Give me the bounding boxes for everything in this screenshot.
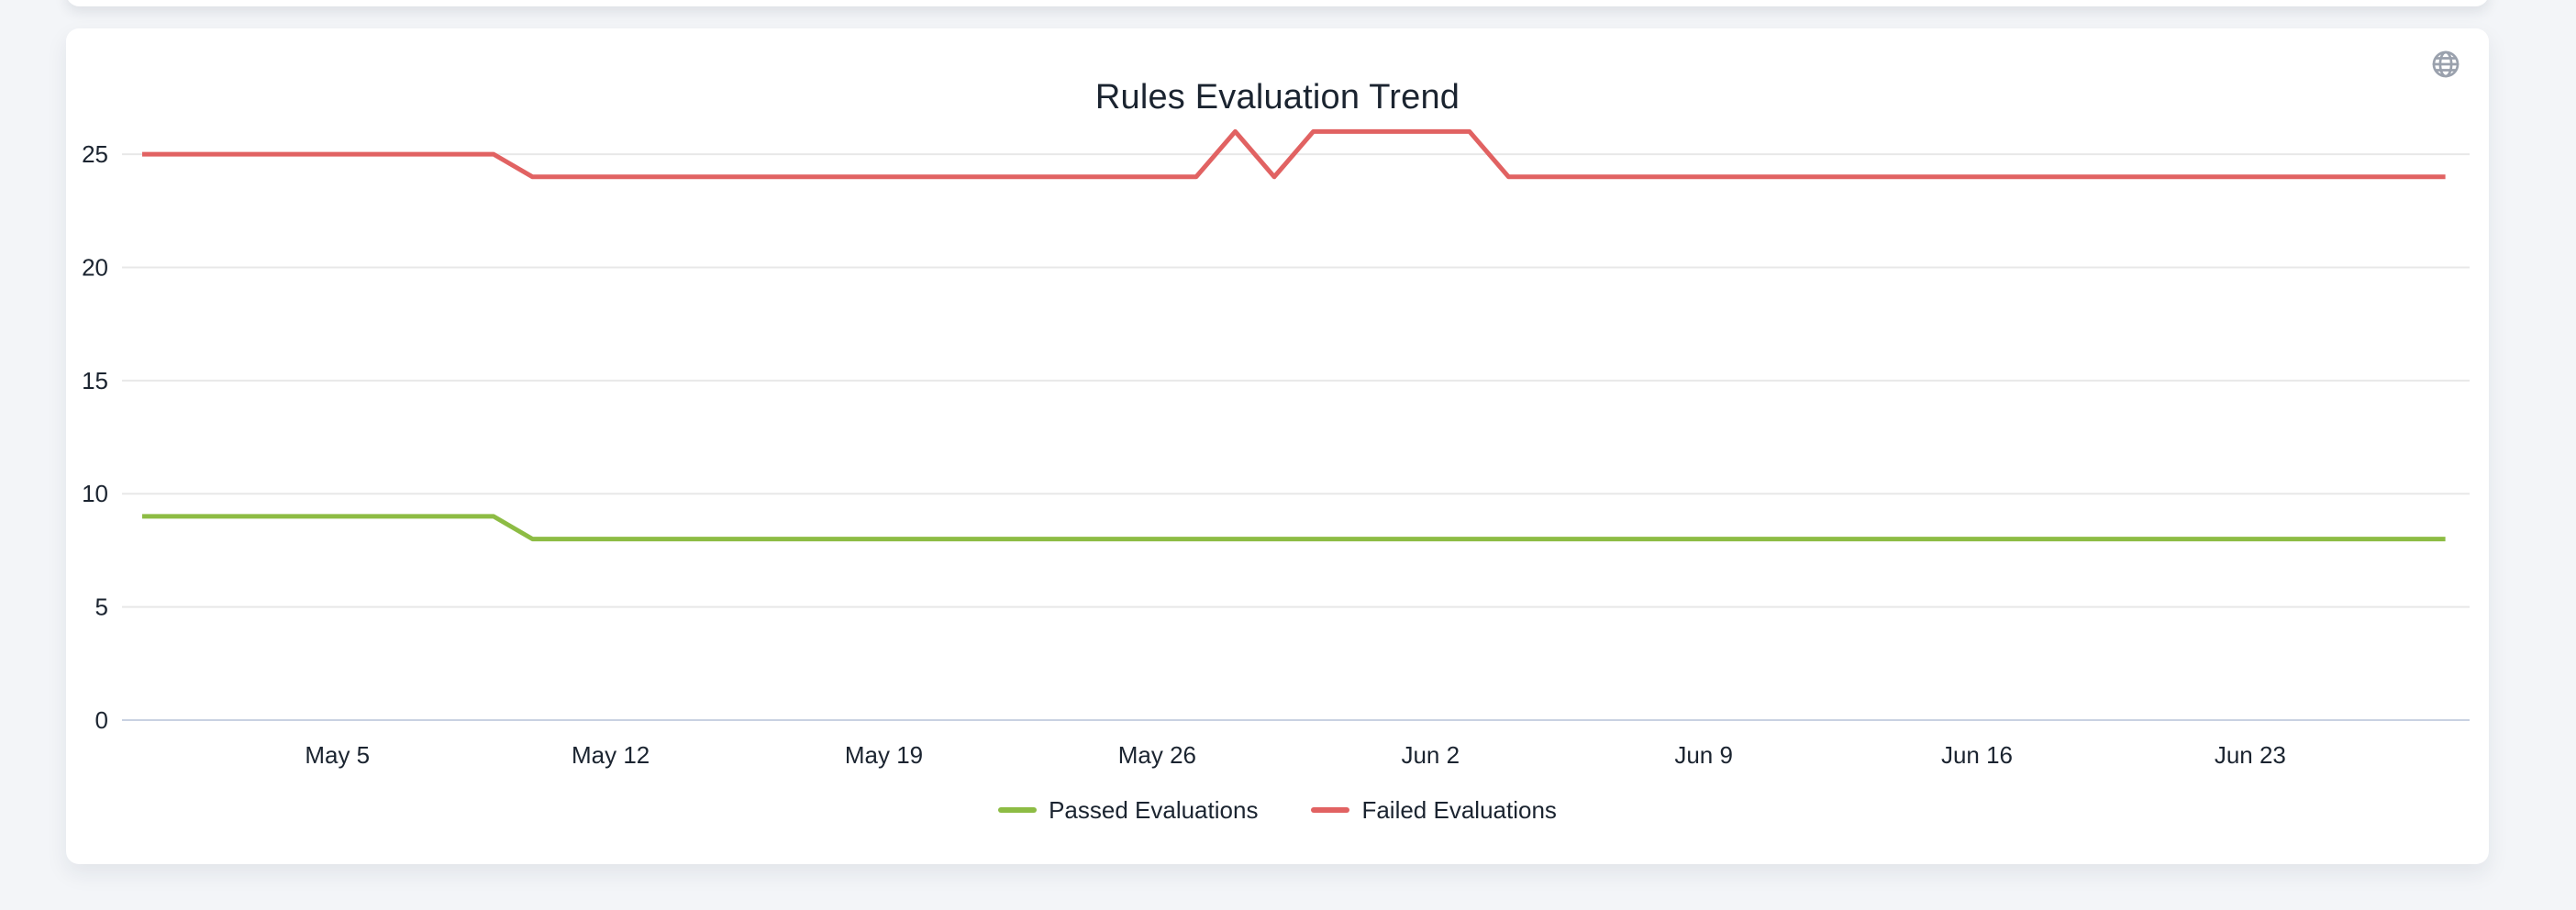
y-tick-label: 5 <box>95 594 108 621</box>
x-tick-label: May 12 <box>572 741 650 769</box>
legend-item-failed[interactable]: Failed Evaluations <box>1311 795 1557 825</box>
x-tick-label: Jun 23 <box>2215 741 2286 769</box>
series-line-1 <box>142 128 2446 180</box>
legend-swatch <box>998 807 1038 813</box>
legend-label: Failed Evaluations <box>1361 795 1557 824</box>
previous-card-edge <box>66 0 2489 6</box>
y-tick-label: 10 <box>82 480 108 507</box>
rules-evaluation-trend-card: 0 5 10 15 20 25 May 5 May 12 May 19 May 26 Jun 2 Ju… <box>66 28 2489 864</box>
series-line-0 <box>142 514 2446 542</box>
globe-icon <box>2430 49 2461 80</box>
y-tick-label: 0 <box>95 706 108 734</box>
chart-legend: Passed Evaluations Failed Evaluations <box>66 795 2489 825</box>
x-tick-label: May 26 <box>1118 741 1196 769</box>
x-tick-label: Jun 9 <box>1674 741 1733 769</box>
x-tick-label: Jun 16 <box>1941 741 2013 769</box>
chart-plot: 0 5 10 15 20 25 May 5 May 12 May 19 May 26 Jun 2 Ju… <box>82 128 2470 769</box>
y-tick-label: 15 <box>82 367 108 394</box>
globe-button[interactable] <box>2428 47 2463 82</box>
x-tick-label: May 5 <box>305 741 370 769</box>
chart-title: Rules Evaluation Trend <box>1094 78 1460 117</box>
y-tick-label: 20 <box>82 253 108 281</box>
x-tick-label: Jun 2 <box>1401 741 1460 769</box>
legend-label: Passed Evaluations <box>1049 795 1259 824</box>
legend-item-passed[interactable]: Passed Evaluations <box>998 796 1258 825</box>
legend-swatch <box>1311 807 1350 813</box>
x-tick-label: May 19 <box>845 741 923 769</box>
y-tick-label: 25 <box>82 140 108 168</box>
